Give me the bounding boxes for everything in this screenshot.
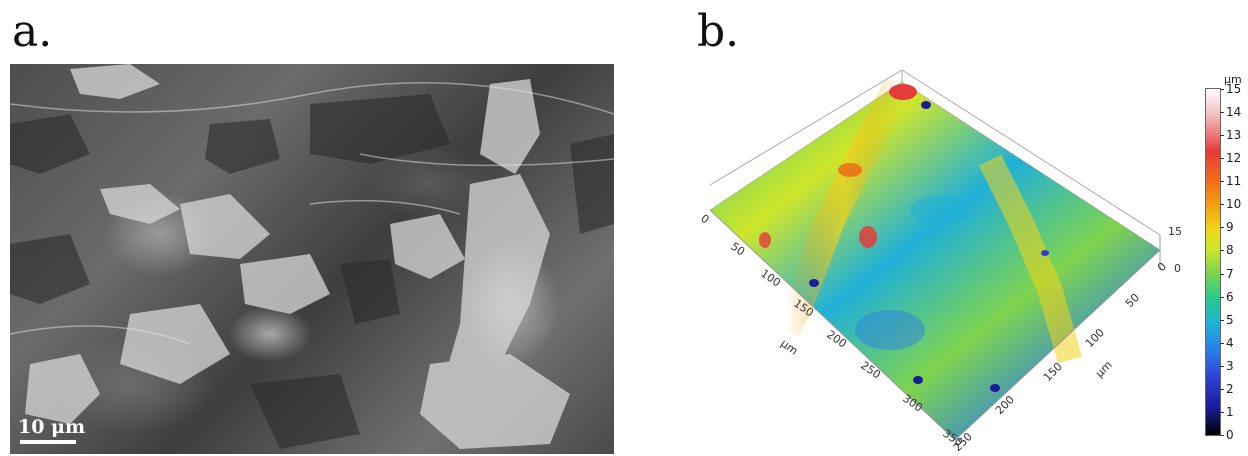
colorbar-tick-label: 8 <box>1226 243 1234 258</box>
colorbar-tick <box>1220 296 1224 298</box>
colorbar-tick <box>1220 89 1224 90</box>
colorbar-tick-label: 13 <box>1226 128 1242 143</box>
colorbar-tick <box>1220 342 1224 344</box>
scale-bar <box>20 440 76 444</box>
z-tick-label: 0 <box>1174 262 1181 275</box>
colorbar-tick <box>1220 365 1224 367</box>
y-tick-label: 50 <box>1123 291 1142 310</box>
colorbar-tick <box>1220 158 1224 160</box>
colorbar-tick-label: 9 <box>1226 220 1234 235</box>
scale-bar-label: 10 μm <box>18 416 86 438</box>
colorbar-tick <box>1220 227 1224 229</box>
colorbar-tick-label: 5 <box>1226 312 1234 327</box>
colorbar-tick-label: 14 <box>1226 105 1242 120</box>
panel-b-label: b. <box>697 6 740 57</box>
colorbar-tick-label: 3 <box>1226 358 1234 373</box>
sem-micrograph-image: 10 μm <box>10 64 614 454</box>
colorbar-tick-label: 15 <box>1226 82 1242 96</box>
colorbar-tick <box>1220 411 1224 413</box>
height-colorbar <box>1205 88 1221 436</box>
z-axis: 15 0 <box>1168 225 1182 275</box>
colorbar-tick <box>1220 181 1224 183</box>
colorbar-tick <box>1220 112 1224 114</box>
surface-plot <box>709 81 1161 441</box>
z-tick-label: 15 <box>1168 225 1182 238</box>
colorbar-tick-label: 10 <box>1226 197 1242 212</box>
colorbar-tick <box>1220 388 1224 390</box>
colorbar-tick-label: 7 <box>1226 266 1234 281</box>
colorbar-tick <box>1220 273 1224 275</box>
colorbar-tick <box>1220 135 1224 137</box>
colorbar-tick-label: 1 <box>1226 404 1234 419</box>
colorbar-tick <box>1220 250 1224 252</box>
colorbar-tick-label: 6 <box>1226 289 1234 304</box>
colorbar-tick-label: 0 <box>1226 428 1234 442</box>
x-axis-unit: μm <box>778 337 800 358</box>
surface-profile-3d: 0 50 100 150 200 250 300 350 μm 0 50 100… <box>698 69 1182 454</box>
surface-features <box>759 76 1083 392</box>
y-tick-label: 100 <box>1083 326 1107 350</box>
colorbar-tick-label: 2 <box>1226 381 1234 396</box>
x-tick-label: 0 <box>698 212 711 227</box>
panel-a-label: a. <box>12 6 53 57</box>
colorbar-tick-label: 4 <box>1226 335 1234 350</box>
sem-texture <box>10 64 614 449</box>
plot-box <box>709 69 1161 236</box>
y-tick-label: 150 <box>1041 360 1065 384</box>
colorbar-unit: μm <box>1224 73 1242 86</box>
y-tick-label: 0 <box>1155 260 1169 274</box>
y-axis-unit: μm <box>1093 358 1115 380</box>
colorbar-tick-label: 12 <box>1226 151 1242 166</box>
plot-front-edges <box>709 209 1161 441</box>
colorbar-tick <box>1220 204 1224 206</box>
colorbar-tick <box>1220 435 1224 436</box>
colorbar-tick <box>1220 319 1224 321</box>
colorbar-tick-label: 11 <box>1226 174 1242 189</box>
